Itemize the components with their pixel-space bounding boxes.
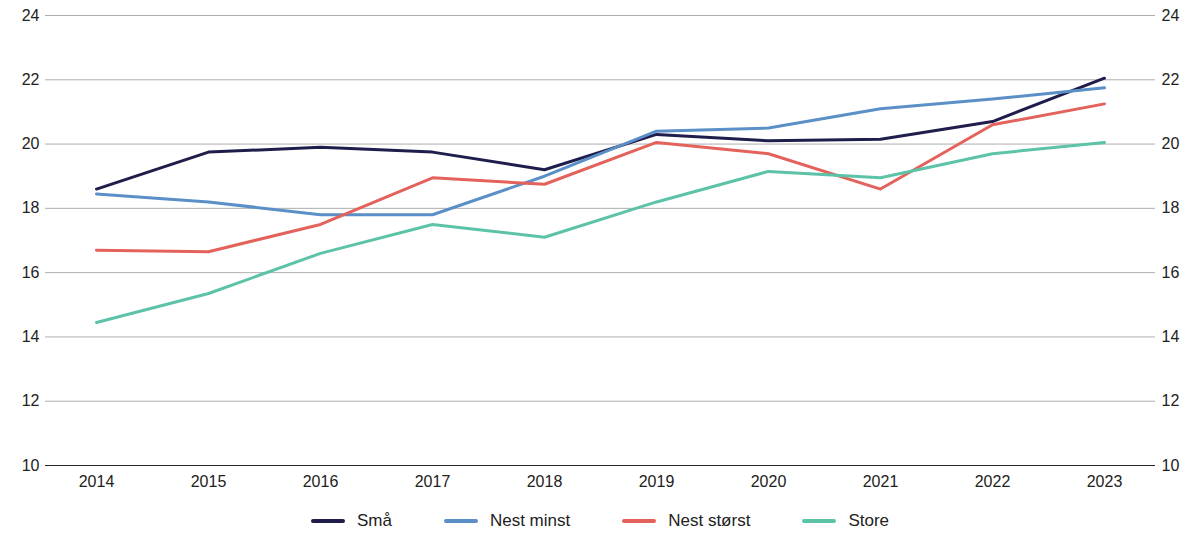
html-text:Nest størst: Nest størst <box>668 511 751 530</box>
html-text:Små: Små <box>357 511 392 530</box>
svg-text:18: 18 <box>1162 199 1180 216</box>
svg-text:2018: 2018 <box>527 473 563 490</box>
svg-text:24: 24 <box>1162 7 1180 24</box>
svg-text:2020: 2020 <box>751 473 787 490</box>
svg-text:16: 16 <box>22 264 40 281</box>
svg-text:20: 20 <box>22 135 40 152</box>
svg-text:14: 14 <box>22 328 40 345</box>
svg-text:14: 14 <box>1162 328 1180 345</box>
svg-text:2017: 2017 <box>415 473 451 490</box>
svg-text:16: 16 <box>1162 264 1180 281</box>
svg-text:12: 12 <box>1162 392 1180 409</box>
svg-text:10: 10 <box>22 457 40 474</box>
svg-text:24: 24 <box>22 7 40 24</box>
svg-text:12: 12 <box>22 392 40 409</box>
svg-text:22: 22 <box>22 71 40 88</box>
svg-text:22: 22 <box>1162 71 1180 88</box>
svg-text:2022: 2022 <box>975 473 1011 490</box>
svg-text:2015: 2015 <box>191 473 227 490</box>
svg-text:2016: 2016 <box>303 473 339 490</box>
html-text:Nest minst: Nest minst <box>489 511 571 530</box>
svg-text:2023: 2023 <box>1087 473 1123 490</box>
svg-text:18: 18 <box>22 199 40 216</box>
svg-text:10: 10 <box>1162 457 1180 474</box>
svg-text:2019: 2019 <box>639 473 675 490</box>
svg-text:20: 20 <box>1162 135 1180 152</box>
html-text:Store: Store <box>848 511 889 530</box>
svg-text:2014: 2014 <box>79 473 115 490</box>
svg-text:2021: 2021 <box>863 473 899 490</box>
